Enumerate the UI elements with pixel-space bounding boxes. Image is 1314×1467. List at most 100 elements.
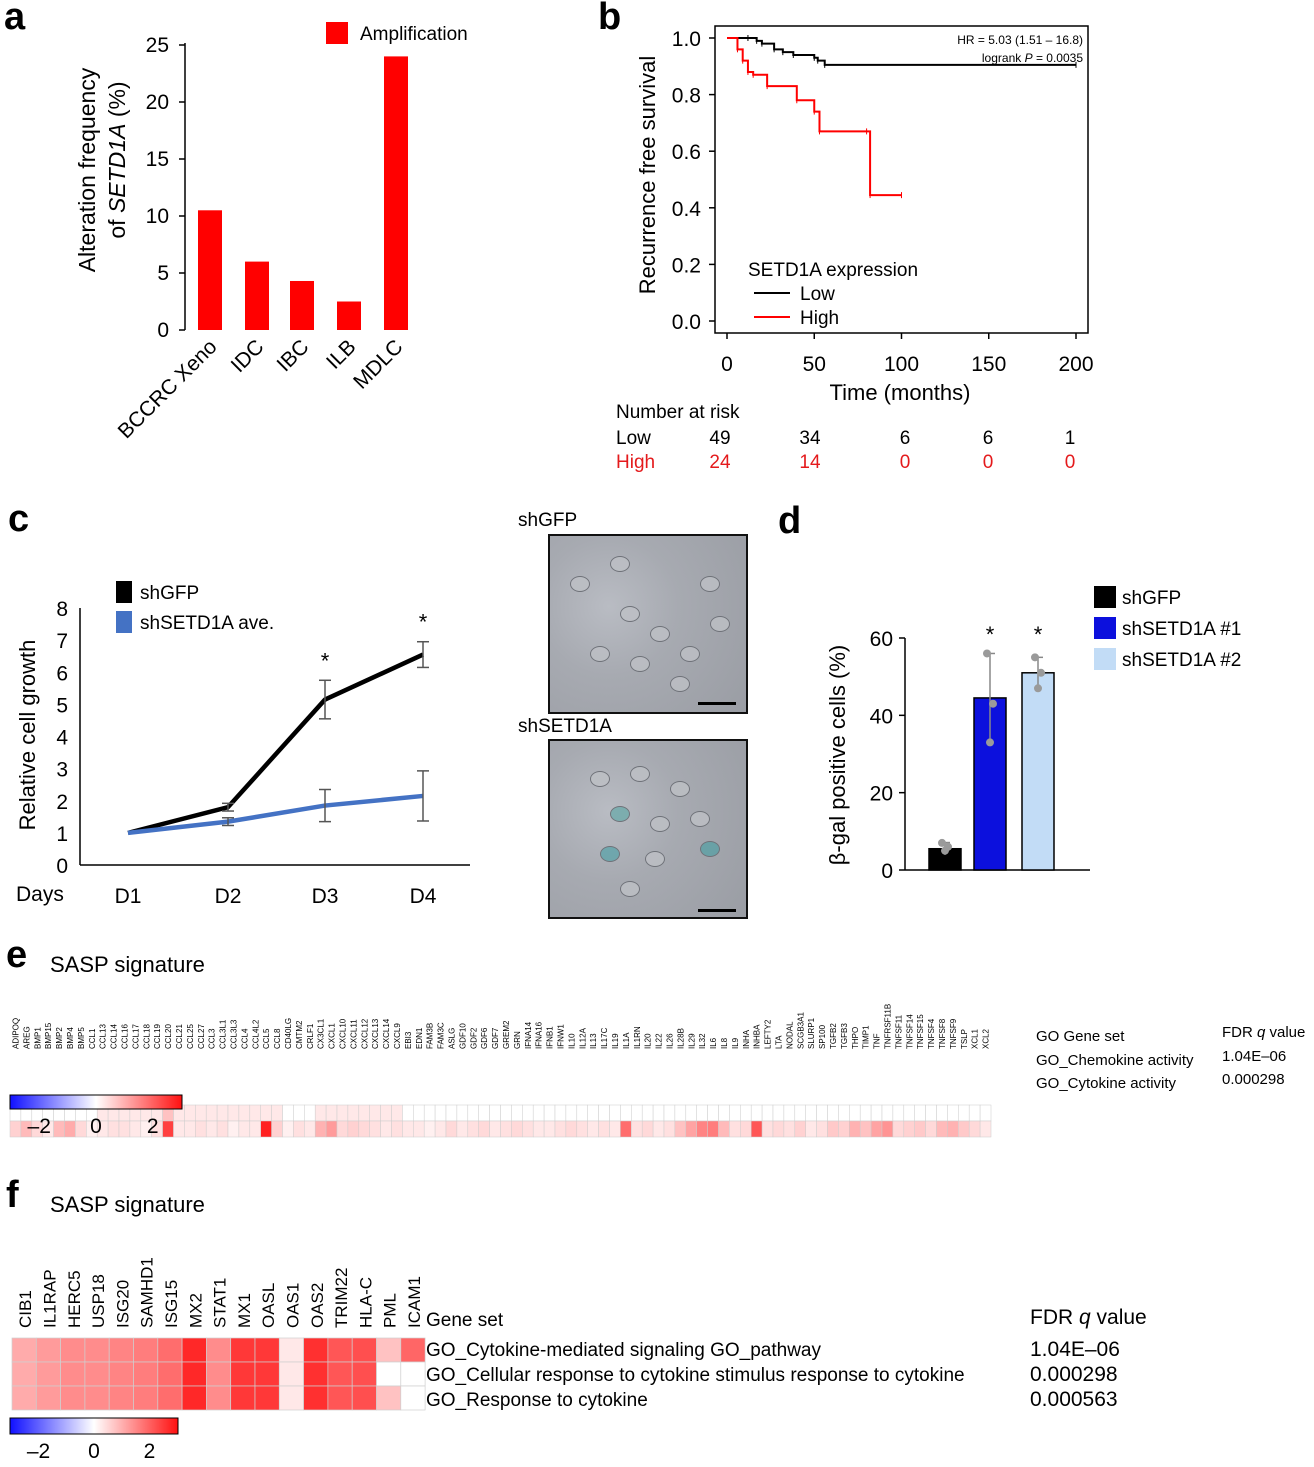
column-label: STAT1 <box>211 1278 230 1328</box>
heat-cell <box>652 1104 665 1122</box>
column-label: TNF <box>873 1033 882 1049</box>
y-tick-label: 0.6 <box>672 141 701 164</box>
y-tick-label: 0.4 <box>672 198 702 221</box>
column-label: IL12A <box>578 1027 587 1049</box>
heat-cell <box>685 1104 697 1122</box>
heat-cell <box>181 1385 207 1411</box>
y-tick-label: 2 <box>56 791 68 814</box>
heat-cell <box>750 1120 763 1138</box>
column-label: GDF2 <box>469 1027 478 1049</box>
heat-cell <box>838 1104 850 1122</box>
column-label: MX2 <box>186 1293 205 1328</box>
legend-title: SETD1A expression <box>748 260 918 281</box>
heat-cell <box>576 1104 588 1122</box>
heat-cell <box>478 1104 490 1122</box>
heat-cell <box>445 1120 458 1138</box>
heat-cell <box>254 1385 280 1411</box>
heat-cell <box>391 1104 403 1122</box>
heat-cell <box>133 1361 159 1387</box>
heat-cell <box>327 1385 353 1411</box>
heat-cell <box>230 1337 256 1363</box>
heat-cell <box>293 1104 305 1122</box>
heat-cell <box>35 1385 61 1411</box>
heat-cell <box>979 1120 992 1138</box>
panel-c-chart: 0 1 2 3 4 5 6 7 8 D1 D2 D3 D4 Days Relative cell growt… <box>15 581 470 908</box>
column-label: ADIPOQ <box>11 1018 20 1049</box>
heat-cell <box>816 1120 828 1138</box>
panel-e-heatmap: ADIPOQ AREG BMP1 BMP15 BMP2 BMP4 BMP5 CCL1 CCL13… <box>9 1004 1305 1138</box>
fdr-header: FDR q value <box>1030 1306 1147 1329</box>
column-label: IL28B <box>676 1028 685 1049</box>
column-label: ICAM1 <box>405 1276 424 1328</box>
bar-ibc <box>290 280 314 330</box>
column-label: CXCL12 <box>360 1018 369 1049</box>
column-label: CCL25 <box>186 1024 195 1049</box>
growth-line-0 <box>127 652 424 836</box>
column-label: IFNA16 <box>535 1021 544 1049</box>
legend-label-0: shGFP <box>140 583 199 604</box>
heat-cell <box>11 1385 37 1411</box>
heat-cell <box>958 1120 970 1138</box>
x-tick-label: 150 <box>971 353 1006 376</box>
y-axis-label-line1: Alteration frequency <box>74 67 100 272</box>
heat-cell <box>936 1120 948 1138</box>
column-label: CXCL11 <box>349 1019 358 1049</box>
heat-cell <box>729 1104 741 1122</box>
heat-cell <box>157 1385 183 1411</box>
fdr-header: FDR q value <box>1222 1024 1305 1041</box>
heat-cell <box>467 1104 479 1122</box>
heat-cell <box>859 1104 872 1122</box>
column-label: LTA <box>774 1035 783 1049</box>
heat-cell <box>522 1120 534 1138</box>
heat-cell <box>663 1104 676 1122</box>
heat-cell <box>380 1120 392 1138</box>
column-label: IL9 <box>731 1037 740 1049</box>
y-axis-label: β-gal positive cells (%) <box>825 645 850 866</box>
column-label: IL20 <box>644 1033 653 1049</box>
column-label: CIB1 <box>16 1290 35 1328</box>
heat-cell <box>434 1120 447 1138</box>
gene-set-name: GO_Cytokine-mediated signaling GO_pathwa… <box>426 1340 821 1361</box>
heat-cell <box>181 1361 207 1387</box>
heat-cell <box>327 1337 353 1363</box>
column-label: MX1 <box>235 1293 254 1328</box>
fdr-value: 0.000298 <box>1030 1363 1118 1386</box>
heat-cell <box>674 1104 687 1122</box>
heat-cell <box>576 1120 588 1138</box>
heat-cell <box>958 1104 970 1122</box>
heat-cell <box>587 1104 599 1122</box>
column-label: EBI3 <box>404 1031 413 1049</box>
y-tick-label: 0 <box>157 319 169 342</box>
colorbar-tick: 0 <box>90 1115 102 1138</box>
column-label: TSLP <box>960 1029 969 1049</box>
column-label: CXCL1 <box>328 1023 337 1049</box>
heat-cell <box>157 1337 183 1363</box>
heat-cell <box>718 1104 730 1122</box>
heat-cell <box>400 1385 426 1411</box>
panel-f-title: SASP signature <box>50 1192 205 1217</box>
x-tick-label: D2 <box>215 885 242 908</box>
heat-cell <box>347 1120 360 1138</box>
heat-cell <box>60 1385 86 1411</box>
heat-cell <box>478 1120 490 1138</box>
heat-cell <box>157 1361 183 1387</box>
heat-cell <box>489 1104 501 1122</box>
colorbar-tick: –2 <box>28 1115 51 1138</box>
column-label: XCL2 <box>982 1028 991 1049</box>
heat-cell <box>761 1120 774 1138</box>
column-label: TGFB2 <box>829 1023 838 1049</box>
column-label: BMP15 <box>44 1022 53 1049</box>
x-axis-label: Time (months) <box>830 380 971 405</box>
heat-cell <box>304 1104 316 1122</box>
y-tick-label: 15 <box>146 148 169 171</box>
column-label: FAM3B <box>426 1023 435 1049</box>
column-label: BMP4 <box>66 1027 75 1049</box>
y-tick-label: 4 <box>56 727 68 750</box>
heat-cell <box>761 1104 774 1122</box>
heat-cell <box>327 1361 353 1387</box>
y-tick-label: 0.2 <box>672 254 701 277</box>
heat-cell <box>400 1361 426 1387</box>
legend-label-high: High <box>800 308 839 329</box>
heat-cell <box>336 1104 349 1122</box>
heat-cell <box>532 1120 545 1138</box>
